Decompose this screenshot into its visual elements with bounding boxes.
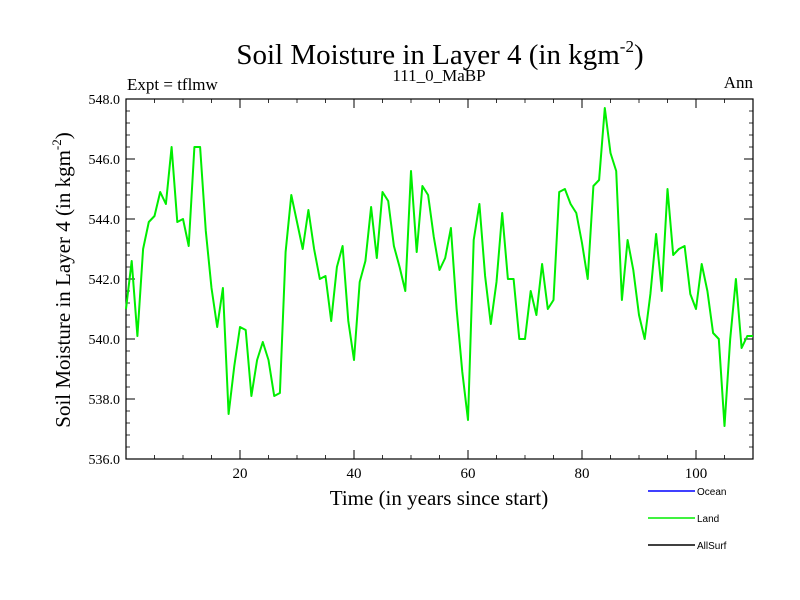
y-tick-label: 540.0 [89, 333, 121, 348]
legend-label-allsurf: AllSurf [697, 541, 727, 552]
y-axis-label-sup: -2 [49, 139, 64, 150]
legend-label-land: Land [697, 514, 719, 525]
y-tick-label: 546.0 [89, 153, 121, 168]
chart-title-sup: -2 [620, 37, 634, 56]
y-tick-label: 542.0 [89, 273, 121, 288]
y-tick-label: 548.0 [89, 93, 121, 108]
ticks [125, 98, 754, 460]
chart-title-end: ) [634, 39, 644, 71]
series-line-land [125, 107, 753, 427]
plot-frame [125, 98, 754, 460]
series-layer [125, 107, 753, 427]
subtitle-center: 111_0_MaBP [392, 66, 485, 85]
legend: Ocean Land AllSurf [648, 487, 727, 552]
chart-title-main: Soil Moisture in Layer 4 (in kgm [236, 39, 620, 71]
y-axis-label-end: ) [51, 132, 75, 139]
legend-label-ocean: Ocean [697, 487, 726, 498]
chart-title: Soil Moisture in Layer 4 (in kgm-2) [236, 37, 643, 71]
y-tick-label: 538.0 [89, 393, 121, 408]
x-tick-label: 100 [685, 466, 708, 482]
y-tick-label: 544.0 [89, 213, 121, 228]
x-tick-label: 60 [461, 466, 476, 482]
y-axis-label: Soil Moisture in Layer 4 (in kgm-2) [49, 132, 75, 427]
x-tick-label: 40 [347, 466, 362, 482]
subtitle-right: Ann [724, 73, 754, 92]
tick-labels: 536.0 538.0 540.0 542.0 544.0 546.0 548.0 20 40 6… [89, 93, 708, 482]
x-tick-label: 80 [575, 466, 590, 482]
subtitle-left: Expt = tflmw [127, 75, 219, 94]
y-axis-label-main: Soil Moisture in Layer 4 (in kgm [51, 150, 75, 428]
x-axis-label: Time (in years since start) [330, 486, 549, 510]
x-tick-label: 20 [233, 466, 248, 482]
y-tick-label: 536.0 [89, 453, 121, 468]
